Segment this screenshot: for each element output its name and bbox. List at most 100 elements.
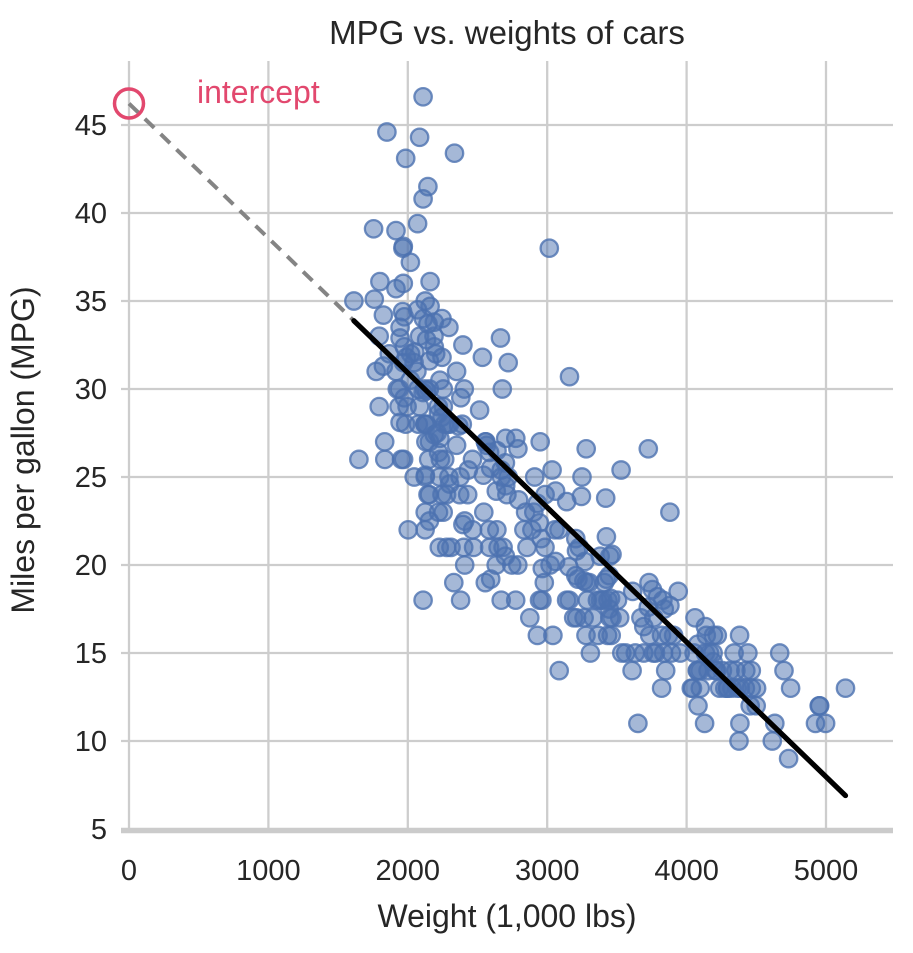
y-tick-label: 15 <box>75 638 107 670</box>
scatter-point <box>490 328 511 348</box>
scatter-point <box>549 660 570 681</box>
x-tick-label: 4000 <box>654 855 719 887</box>
scatter-point <box>545 519 565 540</box>
scatter-point <box>349 449 369 470</box>
scatter-point <box>685 607 705 628</box>
scatter-point <box>780 678 801 699</box>
scatter-point <box>457 484 478 505</box>
scatter-point <box>587 590 608 611</box>
scatter-point <box>418 449 439 470</box>
gridlines <box>121 61 893 830</box>
scatter-point <box>386 220 406 241</box>
scatter-point <box>639 572 659 593</box>
scatter-point <box>443 572 464 593</box>
x-tick-label: 3000 <box>515 855 580 887</box>
scatter-point <box>559 590 580 611</box>
scatter-point <box>655 660 676 681</box>
scatter-point <box>433 379 454 399</box>
scatter-point <box>778 748 799 769</box>
scatter-point <box>764 713 785 734</box>
scatter-point <box>374 431 395 452</box>
regression-dashed-extension <box>127 102 356 323</box>
scatter-point <box>746 678 767 699</box>
regression-lines <box>127 102 849 799</box>
scatter-point <box>453 335 473 355</box>
scatter-point <box>374 449 395 470</box>
scatter-point <box>729 625 750 646</box>
scatter-point <box>472 347 493 368</box>
scatter-point <box>690 678 711 699</box>
scatter-point <box>559 366 580 387</box>
scatter-point <box>535 537 555 558</box>
scatter-point <box>741 660 762 681</box>
scatter-point <box>774 660 794 681</box>
scatter-point <box>497 484 517 505</box>
scatter-point <box>670 643 691 663</box>
y-tick-label: 10 <box>75 726 107 758</box>
intercept-marker <box>112 87 146 120</box>
scatter-point <box>463 537 484 558</box>
scatter-point <box>424 326 444 347</box>
scatter-point <box>638 438 659 459</box>
scatter-point <box>611 460 631 480</box>
scatter-point <box>580 643 601 663</box>
scatter-point <box>694 713 715 734</box>
scatter-point <box>418 176 438 197</box>
tick-labels: 0 1000 2000 3000 4000 5000 5 10 15 20 25 30 35 40 45 <box>75 110 859 887</box>
scatter-point <box>542 460 562 480</box>
intercept-label: intercept <box>197 74 320 110</box>
scatter-point <box>469 400 490 420</box>
scatter-point <box>446 435 467 456</box>
scatter-point <box>364 289 385 310</box>
scatter-point <box>446 361 467 382</box>
scatter-point <box>363 218 384 239</box>
scatter-point <box>505 428 526 449</box>
scatter-point <box>602 544 622 565</box>
scatter-point <box>408 414 429 435</box>
scatter-point <box>415 291 436 311</box>
scatter-point <box>393 273 414 294</box>
scatter-point <box>529 590 550 611</box>
scatter-point <box>762 731 783 751</box>
scatter-point <box>439 467 459 487</box>
scatter-point <box>413 590 433 611</box>
x-axis-label: Weight (1,000 lbs) <box>377 898 636 934</box>
scatter-point <box>515 502 536 523</box>
x-tick-label: 1000 <box>236 855 301 887</box>
scatter-point <box>369 396 390 417</box>
scatter-point <box>444 143 465 164</box>
x-tick-label: 0 <box>121 855 137 887</box>
intercept-annotation <box>112 87 146 120</box>
scatter-point <box>622 660 642 681</box>
scatter-point <box>407 213 428 234</box>
scatter-point <box>432 308 452 329</box>
scatter-point <box>479 519 500 540</box>
scatter-point <box>540 555 560 575</box>
scatter-point <box>572 467 592 487</box>
scatter-point <box>730 713 750 734</box>
scatter-point <box>491 590 512 611</box>
scatter-point <box>651 678 672 699</box>
scatter-point <box>660 502 680 523</box>
scatter-point <box>454 379 475 399</box>
scatter-point <box>625 643 646 663</box>
scatter-point <box>473 502 494 523</box>
scatter-point <box>425 343 446 364</box>
y-tick-label: 30 <box>75 374 107 406</box>
scatter-point <box>517 537 537 558</box>
scatter-point <box>805 713 826 734</box>
scatter-point <box>344 291 364 311</box>
scatter-point <box>688 695 708 716</box>
scatter-point <box>492 379 513 399</box>
scatter-point <box>729 731 749 751</box>
scatter-point <box>571 486 592 507</box>
regression-line <box>351 318 849 799</box>
scatter-point <box>415 502 436 523</box>
scatter-point <box>418 484 438 505</box>
scatter-point <box>436 537 457 558</box>
scatter-point <box>524 467 545 487</box>
y-axis-label: Miles per gallon (MPG) <box>5 286 41 613</box>
chart-title: MPG vs. weights of cars <box>329 14 685 51</box>
